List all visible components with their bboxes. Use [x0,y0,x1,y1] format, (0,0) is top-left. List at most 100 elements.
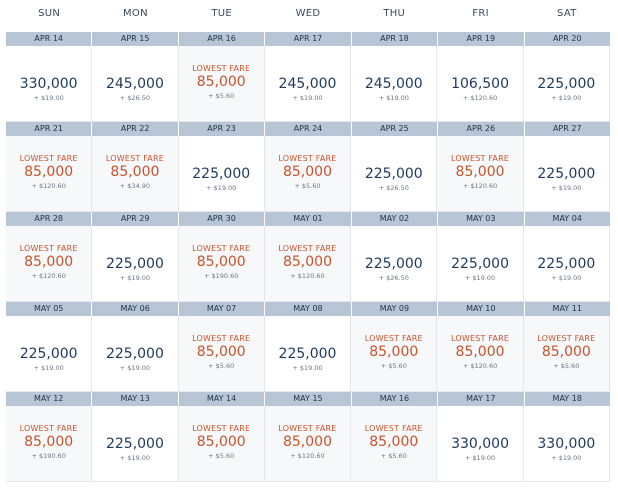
fare-cell[interactable]: 330,000 + $19.00 [437,406,524,482]
weekday-label: SAT [557,8,577,19]
miles-price: 225,000 [105,256,164,272]
fare-cell[interactable]: LOWEST FARE 85,000 + $190.60 [178,226,265,302]
weekday-label: WED [295,8,321,19]
lowest-fare-badge: LOWEST FARE [278,244,337,253]
date-strip: APR 21 APR 22 APR 23 APR 24 APR 25 APR 26 APR … [6,122,610,136]
tax-amount: + $19.00 [119,364,151,372]
calendar-week: APR 21 APR 22 APR 23 APR 24 APR 25 APR 26 APR … [6,122,610,212]
miles-price: 85,000 [24,434,74,450]
fare-cell[interactable]: LOWEST FARE 85,000 + $120.60 [6,226,93,302]
calendar-week: APR 14 APR 15 APR 16 APR 17 APR 18 APR 19 APR … [6,32,610,122]
tax-amount: + $26.50 [378,274,409,282]
miles-price: 330,000 [451,436,509,452]
date-label: MAY 12 [6,392,93,406]
fare-cell[interactable]: LOWEST FARE 85,000 + $5.60 [178,406,265,482]
tax-amount: + $190.60 [31,452,66,460]
tax-amount: + $19.00 [119,274,151,282]
date-label: MAY 07 [179,302,266,316]
date-label: APR 30 [179,212,266,226]
fare-calendar: SUN MON TUE WED THU FRI SAT APR 14 APR 15… [6,0,610,482]
fare-cell[interactable]: LOWEST FARE 85,000 + $120.60 [264,406,352,482]
date-strip: APR 28 APR 29 APR 30 MAY 01 MAY 02 MAY 03 MAY … [6,212,610,226]
miles-price: 225,000 [19,346,78,362]
tax-amount: + $26.50 [119,94,151,102]
miles-price: 225,000 [364,166,423,182]
date-label: MAY 15 [265,392,352,406]
lowest-fare-badge: LOWEST FARE [192,424,251,433]
date-label: APR 14 [6,32,93,46]
tax-amount: + $5.60 [294,182,321,190]
tax-amount: + $120.60 [462,362,498,370]
miles-price: 85,000 [369,344,419,360]
fare-cell[interactable]: 330,000 + $19.00 [523,406,610,482]
fare-cell[interactable]: 225,000 + $19.00 [437,226,524,302]
date-label: APR 27 [552,124,582,133]
fare-cell[interactable]: 225,000 + $19.00 [178,136,265,212]
fare-cell[interactable]: 106,500 + $120.60 [437,46,524,122]
date-label: MAY 01 [265,212,352,226]
fare-row: 225,000 + $19.00 225,000 + $19.00 LOWEST FAR… [6,316,610,392]
tax-amount: + $19.00 [551,454,582,462]
lowest-fare-badge: LOWEST FARE [537,334,596,343]
miles-price: 225,000 [537,166,596,182]
fare-cell[interactable]: 225,000 + $19.00 [523,136,610,212]
tax-amount: + $120.60 [31,182,66,190]
fare-cell[interactable]: LOWEST FARE 85,000 + $120.60 [437,316,524,392]
tax-amount: + $5.60 [208,92,235,100]
fare-cell[interactable]: 225,000 + $26.50 [351,136,438,212]
tax-amount: + $5.60 [208,362,235,370]
fare-cell[interactable]: 225,000 + $19.00 [92,316,179,392]
miles-price: 225,000 [537,76,596,92]
tax-amount: + $19.00 [551,274,582,282]
miles-price: 225,000 [537,256,596,272]
weekday-header: SUN MON TUE WED THU FRI SAT [6,0,610,32]
date-label: APR 29 [92,212,179,226]
fare-cell[interactable]: 245,000 + $19.00 [351,46,438,122]
fare-cell[interactable]: LOWEST FARE 85,000 + $120.60 [6,136,93,212]
calendar-weeks: APR 14 APR 15 APR 16 APR 17 APR 18 APR 19 APR … [6,32,610,482]
fare-cell[interactable]: LOWEST FARE 85,000 + $5.60 [178,46,265,122]
fare-cell[interactable]: LOWEST FARE 85,000 + $120.60 [264,226,352,302]
date-label: MAY 08 [265,302,352,316]
tax-amount: + $120.60 [31,272,66,280]
miles-price: 85,000 [110,164,160,180]
date-label: APR 25 [352,122,439,136]
fare-cell[interactable]: LOWEST FARE 85,000 + $120.60 [437,136,524,212]
fare-cell[interactable]: LOWEST FARE 85,000 + $5.60 [523,316,610,392]
fare-cell[interactable]: 330,000 + $19.00 [6,46,93,122]
date-label: APR 18 [352,32,439,46]
fare-cell[interactable]: LOWEST FARE 85,000 + $34.90 [92,136,179,212]
fare-cell[interactable]: LOWEST FARE 85,000 + $5.60 [178,316,265,392]
weekday-label: FRI [472,8,489,19]
date-label: MAY 09 [352,302,439,316]
fare-cell[interactable]: 225,000 + $19.00 [523,226,610,302]
miles-price: 85,000 [369,434,419,450]
fare-cell[interactable]: LOWEST FARE 85,000 + $5.60 [351,406,438,482]
miles-price: 85,000 [282,434,332,450]
weekday-label: SUN [38,8,61,19]
date-label: MAY 06 [92,302,179,316]
lowest-fare-badge: LOWEST FARE [19,154,78,163]
tax-amount: + $19.00 [33,94,64,102]
tax-amount: + $34.90 [119,182,151,190]
tax-amount: + $5.60 [208,452,235,460]
fare-cell[interactable]: 225,000 + $19.00 [92,406,179,482]
tax-amount: + $19.00 [378,94,409,102]
calendar-week: MAY 05 MAY 06 MAY 07 MAY 08 MAY 09 MAY 10 MAY … [6,302,610,392]
miles-price: 225,000 [364,256,423,272]
fare-cell[interactable]: LOWEST FARE 85,000 + $190.60 [6,406,93,482]
miles-price: 225,000 [451,256,509,272]
fare-cell[interactable]: 225,000 + $26.50 [351,226,438,302]
fare-cell[interactable]: 245,000 + $26.50 [92,46,179,122]
fare-cell[interactable]: 225,000 + $19.00 [264,316,352,392]
fare-cell[interactable]: LOWEST FARE 85,000 + $5.60 [351,316,438,392]
fare-cell[interactable]: LOWEST FARE 85,000 + $5.60 [264,136,352,212]
tax-amount: + $19.00 [292,94,323,102]
fare-cell[interactable]: 225,000 + $19.00 [92,226,179,302]
tax-amount: + $5.60 [553,362,580,370]
fare-cell[interactable]: 225,000 + $19.00 [523,46,610,122]
fare-cell[interactable]: 225,000 + $19.00 [6,316,93,392]
lowest-fare-badge: LOWEST FARE [278,424,337,433]
fare-cell[interactable]: 245,000 + $19.00 [264,46,352,122]
tax-amount: + $19.00 [206,184,237,192]
